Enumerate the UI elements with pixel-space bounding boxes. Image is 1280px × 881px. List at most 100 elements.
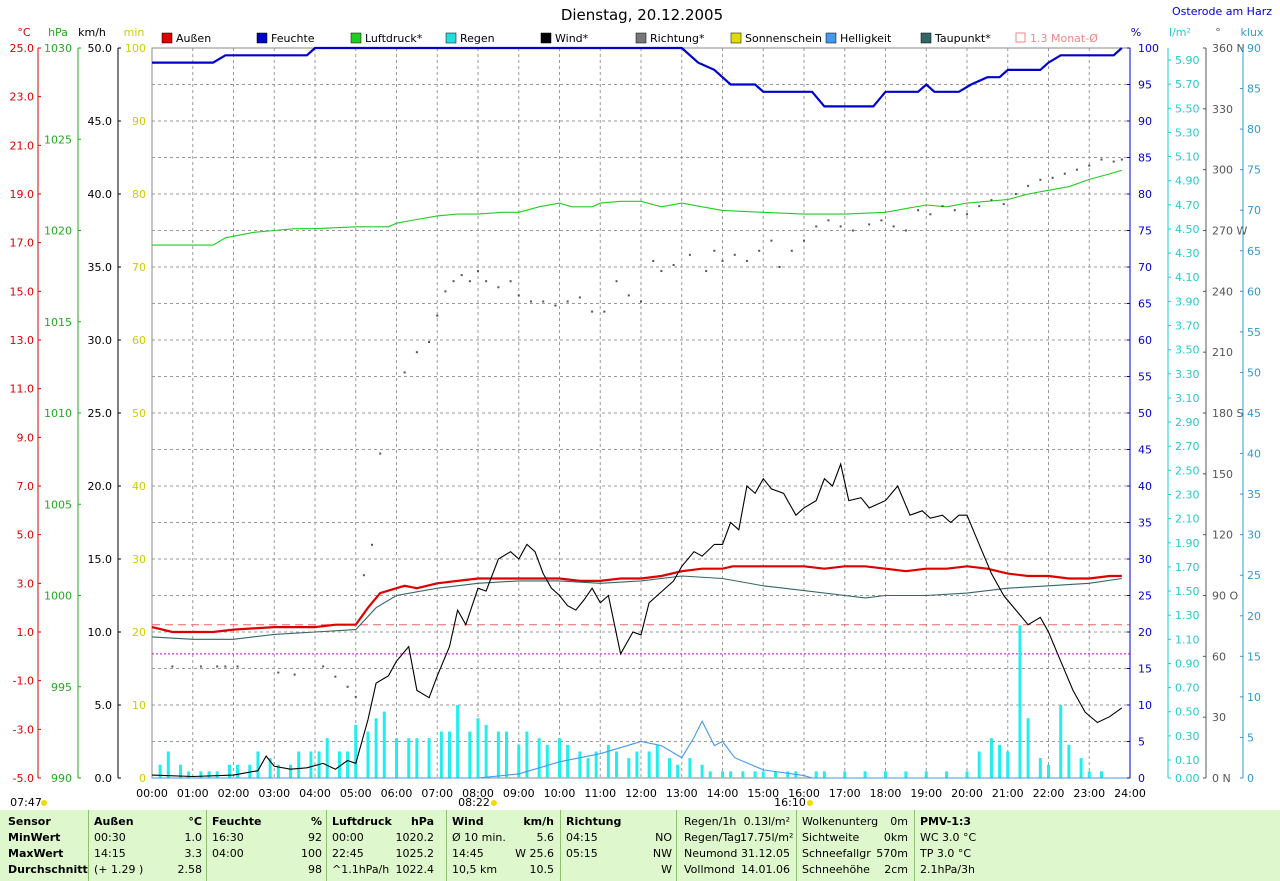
legend: Außen Feuchte Luftdruck* Regen Wind* Richtung… xyxy=(161,32,1098,45)
time-tick: 11:00 xyxy=(584,787,616,800)
direction-dot xyxy=(1027,184,1030,187)
rain-bar xyxy=(256,751,260,778)
direction-axis-tick: 150 xyxy=(1212,468,1233,481)
direction-axis-tick: 240 xyxy=(1212,285,1233,298)
rain-bar xyxy=(1079,758,1083,778)
direction-dot xyxy=(334,675,337,678)
cell-value: NO xyxy=(655,831,672,844)
rain-bar xyxy=(668,758,672,778)
series-line-wind xyxy=(151,462,1123,778)
cell-time: 05:15 xyxy=(566,847,598,860)
direction-dot xyxy=(778,266,781,268)
rain-bar xyxy=(517,744,521,778)
direction-axis-tick: 0 N xyxy=(1212,772,1231,785)
info-label: Neumond xyxy=(684,847,738,860)
legend-label: Sonnenschein xyxy=(745,32,822,45)
rain-bar xyxy=(586,758,590,778)
direction-dot xyxy=(839,225,842,228)
direction-dot xyxy=(1039,178,1042,181)
info-value: 0m xyxy=(890,815,908,828)
rain-bar xyxy=(1087,771,1091,778)
rain-bar xyxy=(635,751,639,778)
rain-axis-tick: 1.30 xyxy=(1175,609,1200,622)
sun-axis-tick: 100 xyxy=(125,42,146,55)
legend-swatch xyxy=(1015,32,1026,43)
rain-axis-tick: 5.70 xyxy=(1175,78,1200,91)
sun-axis-tick: 30 xyxy=(132,553,146,566)
light-axis-tick: 0 xyxy=(1247,772,1254,785)
direction-dot xyxy=(578,296,581,299)
rain-bar xyxy=(427,738,431,778)
direction-dot xyxy=(171,665,174,668)
humidity-axis-tick: 55 xyxy=(1138,371,1152,384)
direction-dot xyxy=(362,574,365,577)
direction-dot xyxy=(477,270,479,273)
humidity-axis-tick: 75 xyxy=(1138,225,1152,238)
rain-bar xyxy=(761,771,765,778)
wind-axis-tick: 0.0 xyxy=(95,772,113,785)
sun-event-time: 16:10 xyxy=(774,796,806,809)
humidity-axis-tick: 20 xyxy=(1138,626,1152,639)
legend-swatch xyxy=(540,32,552,44)
direction-dot xyxy=(428,341,431,344)
direction-axis-tick: 270 W xyxy=(1212,225,1247,238)
cell-time: 14:15 xyxy=(94,847,126,860)
sun-event-time: 08:22 xyxy=(458,796,490,809)
direction-dot xyxy=(591,310,594,313)
light-axis-tick: 85 xyxy=(1247,83,1261,96)
series-line-feuchte xyxy=(152,46,1123,108)
rain-bar xyxy=(468,731,472,778)
direction-dot xyxy=(468,280,471,283)
direction-dot xyxy=(733,253,736,256)
temp-axis-tick: 21.0 xyxy=(10,139,35,152)
rain-bar xyxy=(884,771,887,778)
direction-dot xyxy=(1120,158,1123,161)
temp-axis-tick: 25.0 xyxy=(10,42,35,55)
sun-axis-tick: 0 xyxy=(139,772,146,785)
time-tick: 04:00 xyxy=(299,787,331,800)
legend-swatch xyxy=(350,32,362,44)
legend-label: Luftdruck* xyxy=(365,32,423,45)
direction-dot xyxy=(672,263,675,266)
humidity-axis-tick: 35 xyxy=(1138,517,1152,530)
cell-value: 1020.2 xyxy=(395,831,435,844)
legend-label: Regen xyxy=(460,32,495,45)
cell-value: 3.3 xyxy=(184,847,203,860)
col-unit: hPa xyxy=(410,815,434,828)
time-tick: 10:00 xyxy=(544,787,576,800)
col-unit: km/h xyxy=(523,815,554,828)
sun-axis-tick: 80 xyxy=(132,188,146,201)
rain-bar xyxy=(773,771,777,778)
light-axis-tick: 80 xyxy=(1247,123,1261,136)
light-axis-tick: 20 xyxy=(1247,610,1261,623)
cell-time: Ø 10 min. xyxy=(452,831,506,844)
rain-bar xyxy=(843,771,847,778)
light-axis-tick: 55 xyxy=(1247,326,1261,339)
rain-bar xyxy=(382,711,386,778)
footer-separator xyxy=(206,810,207,881)
rain-axis-tick: 4.90 xyxy=(1175,175,1200,188)
direction-dot xyxy=(460,274,463,277)
direction-dot xyxy=(444,290,447,293)
light-axis-tick: 5 xyxy=(1247,731,1254,744)
direction-dot xyxy=(929,213,932,216)
legend-label: Außen xyxy=(176,32,211,45)
rain-bar xyxy=(998,744,1002,778)
rain-bar xyxy=(456,705,460,778)
time-tick: 22:00 xyxy=(1033,787,1065,800)
rain-axis-tick: 4.50 xyxy=(1175,223,1200,236)
direction-dot xyxy=(1014,193,1017,195)
row-label: MaxWert xyxy=(8,847,64,860)
time-tick: 09:00 xyxy=(503,787,535,800)
footer-separator xyxy=(796,810,797,881)
rain-bar xyxy=(346,751,350,778)
row-label: MinWert xyxy=(8,831,61,844)
footer-separator xyxy=(560,810,561,881)
info-value: 570m xyxy=(876,847,908,860)
rain-bar xyxy=(276,764,280,778)
direction-dot xyxy=(827,219,830,222)
rain-bar xyxy=(977,751,981,778)
footer-separator xyxy=(326,810,327,881)
info-label: Vollmond xyxy=(684,863,735,876)
cell-value: 1.0 xyxy=(184,831,203,844)
